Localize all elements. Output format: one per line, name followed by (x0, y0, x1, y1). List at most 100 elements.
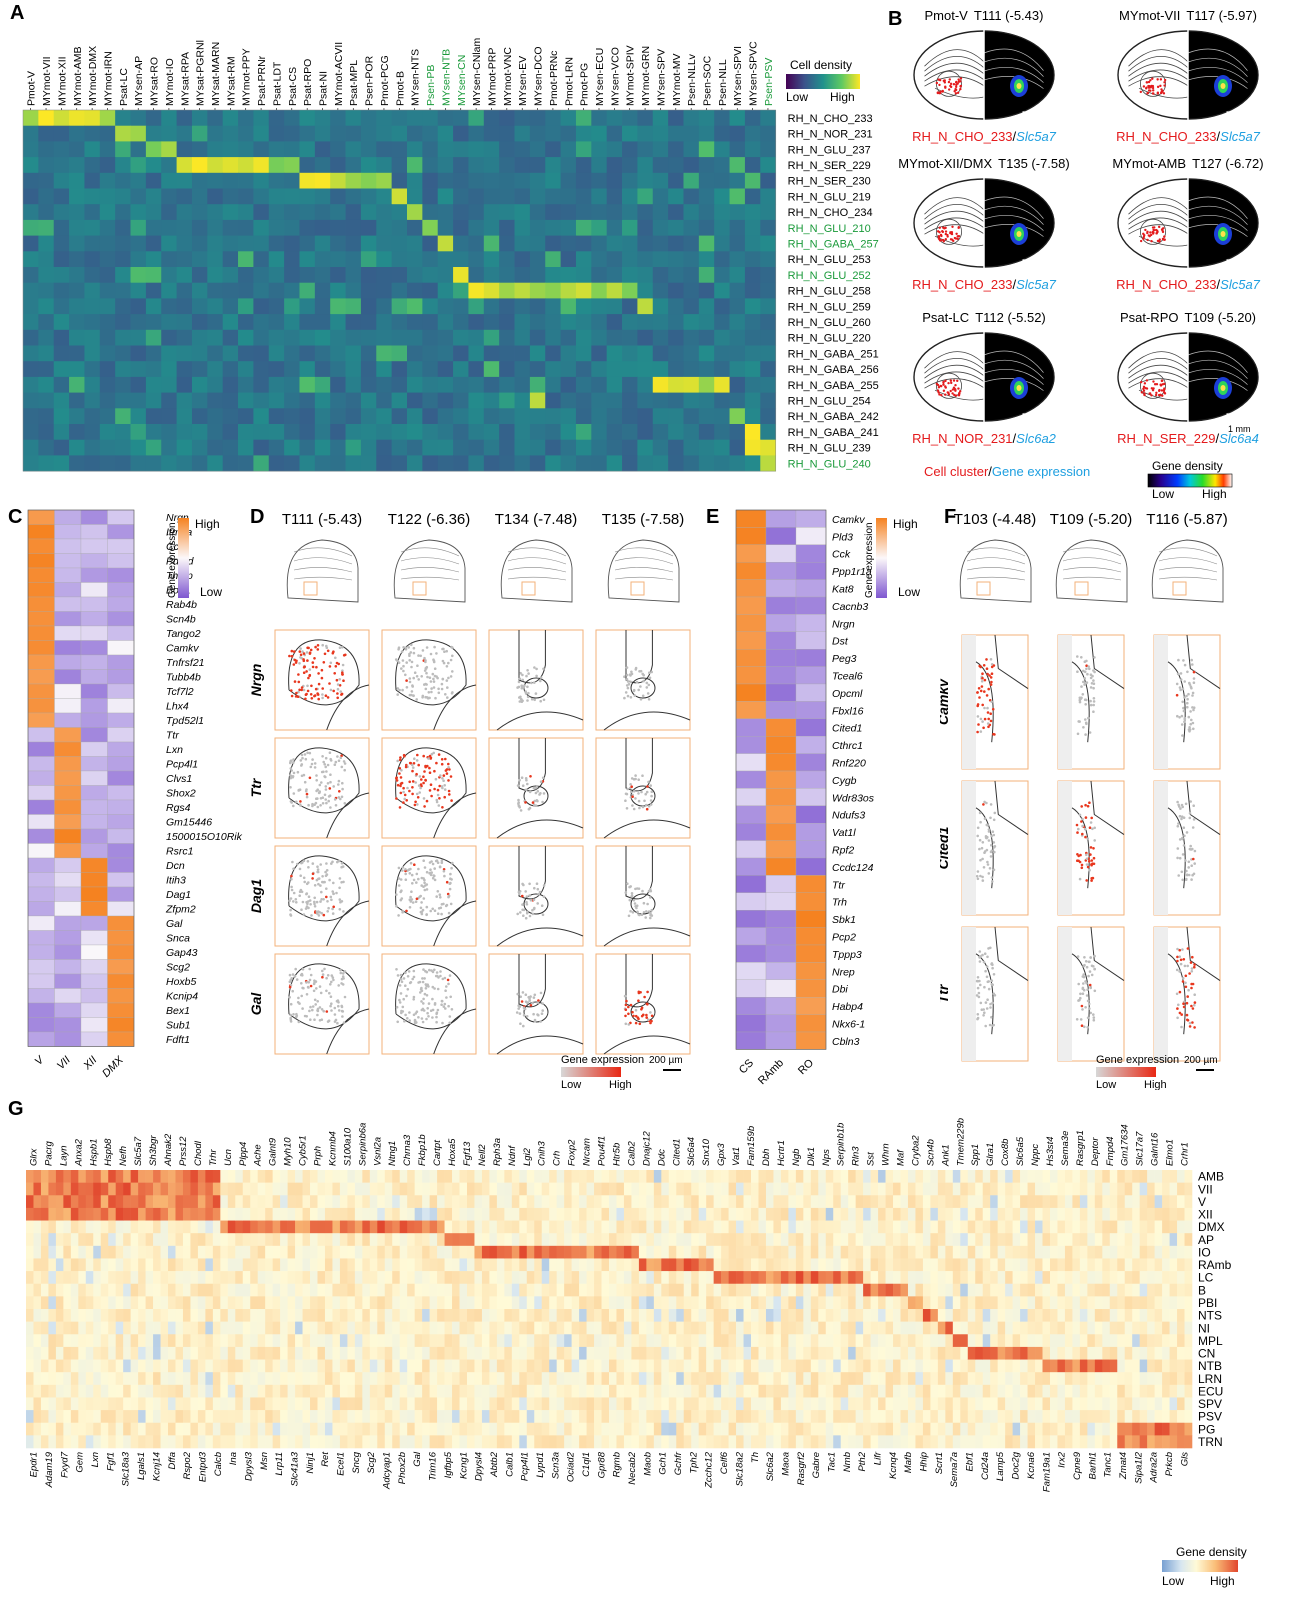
cell-dot (1083, 963, 1086, 967)
heatmap-cell (84, 172, 101, 189)
heatmap-cell (698, 110, 715, 127)
heatmap-cell (437, 329, 454, 346)
heatmap-cell (468, 251, 485, 268)
heatmap-cell (735, 631, 767, 650)
heatmap-cell (23, 298, 39, 315)
heatmap-cell (314, 424, 331, 441)
legend-low: Low (200, 585, 222, 599)
cell-dot (436, 788, 440, 792)
heatmap-cell (227, 1346, 236, 1360)
heatmap-cell (115, 1309, 124, 1322)
heatmap-cell (250, 1233, 258, 1247)
heatmap-cell (107, 843, 135, 859)
heatmap-cell (391, 455, 408, 472)
heatmap-cell (253, 267, 270, 284)
column-label: MYsen-NTS (410, 49, 422, 106)
cell-dot (989, 676, 993, 679)
region-contour (1187, 48, 1248, 71)
region-contour (983, 350, 1044, 373)
heatmap-cell (354, 1207, 363, 1221)
heatmap-cell (453, 141, 469, 158)
cell-dot (1080, 685, 1083, 688)
heatmap-cell (222, 314, 239, 331)
heatmap-cell (332, 1271, 341, 1285)
cell-dot (638, 913, 641, 917)
heatmap-cell (453, 235, 469, 252)
heatmap-cell (668, 329, 684, 346)
region-contour (518, 846, 546, 900)
column-label: V (33, 1053, 48, 1068)
heatmap-cell (205, 1182, 214, 1196)
cell-dot (325, 895, 328, 899)
heatmap-cell (652, 267, 669, 284)
cell-dot (399, 978, 403, 981)
heatmap-cell (138, 1296, 146, 1310)
heatmap-cell (529, 204, 546, 221)
heatmap-cell (268, 219, 285, 236)
heatmap-cell (238, 376, 254, 393)
heatmap-cell (407, 110, 423, 127)
heatmap-cell (115, 267, 131, 284)
heatmap-cell (161, 251, 177, 268)
heatmap-cell (795, 805, 827, 824)
cell-dot (624, 1022, 628, 1026)
heatmap-cell (795, 979, 827, 998)
heatmap-cell (115, 376, 131, 393)
cell-dot (322, 661, 326, 664)
cell-dot (1088, 826, 1092, 829)
heatmap-cell (55, 1397, 64, 1411)
cell-dot (341, 671, 344, 674)
cell-dot (425, 696, 429, 699)
cluster-gene-label: RH_N_CHO_233/Slc5a7 (912, 277, 1057, 292)
heatmap-cell (483, 298, 500, 315)
heatmap-cell (765, 527, 797, 545)
heatmap-cell (107, 799, 135, 815)
cell-dot (342, 1021, 346, 1024)
heatmap-cell (683, 298, 700, 315)
heatmap-cell (100, 1258, 109, 1272)
cell-dot (1188, 728, 1192, 731)
heatmap-cell (560, 282, 577, 299)
heatmap-cell (347, 1182, 356, 1196)
cell-dot (518, 700, 522, 703)
cell-dot (1192, 857, 1195, 861)
region-contour (496, 711, 584, 731)
heatmap-cell (280, 1334, 288, 1348)
heatmap-cell (683, 219, 700, 236)
heatmap-cell (168, 1283, 176, 1297)
cell-dot (649, 916, 652, 920)
cell-dot (451, 861, 454, 865)
heatmap-cell (69, 219, 85, 236)
heatmap-cell (345, 110, 362, 127)
region-contour (1187, 57, 1248, 77)
heatmap-cell (26, 1321, 34, 1335)
heatmap-cell (100, 1384, 109, 1398)
heatmap-cell (606, 361, 623, 378)
heatmap-cell (360, 110, 377, 127)
heatmap-cell (190, 1296, 199, 1310)
cell-dot (431, 985, 435, 989)
heatmap-cell (153, 1359, 161, 1373)
cell-dot (990, 979, 994, 982)
cell-dot (952, 83, 956, 86)
cell-dot (642, 1013, 645, 1017)
heatmap-cell (314, 361, 331, 378)
cell-dot (993, 811, 997, 815)
cell-dot (330, 1002, 333, 1005)
cell-dot (422, 781, 425, 785)
heatmap-cell (310, 1283, 318, 1297)
cell-dot (981, 676, 984, 680)
region-contour (603, 711, 691, 731)
heatmap-cell (483, 361, 500, 378)
heatmap-cell (54, 915, 82, 931)
cell-dot (525, 900, 528, 904)
region-contour (433, 900, 477, 947)
heatmap-cell (369, 1296, 378, 1310)
heatmap-cell (637, 282, 654, 299)
heatmap-cell (80, 785, 108, 801)
heatmap-cell (714, 204, 730, 221)
cell-dot (323, 763, 326, 766)
zoom-panel (595, 953, 691, 1055)
column-label: MYsen-DCO (533, 46, 545, 106)
cell-dot (419, 786, 422, 790)
